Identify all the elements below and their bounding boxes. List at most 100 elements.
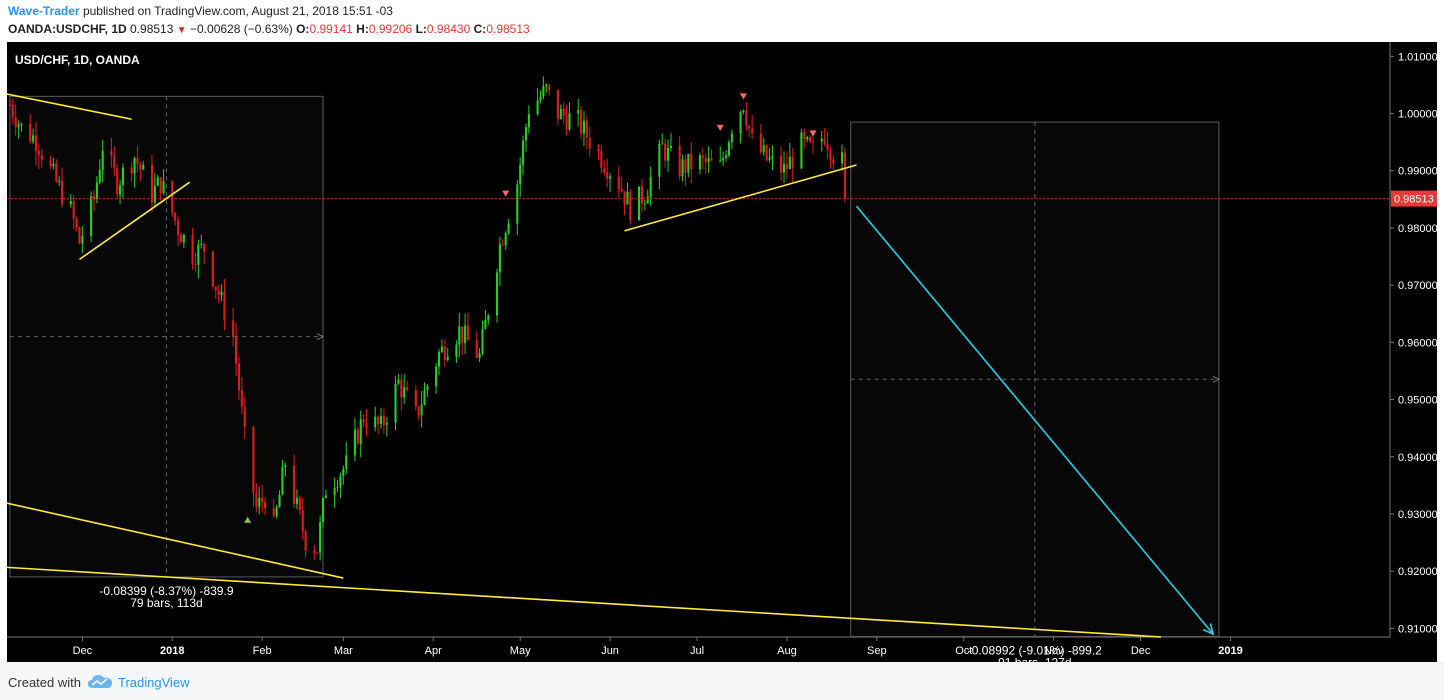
price-tick-label: 1.01000: [1398, 51, 1437, 63]
candle-body: [98, 169, 101, 183]
candle-body: [264, 502, 267, 509]
candle-body: [200, 243, 203, 245]
time-tick-label: Dec: [73, 645, 93, 657]
candle-body: [90, 196, 93, 236]
candle-body: [536, 100, 539, 115]
last-price-badge: [1391, 190, 1437, 207]
candle-body: [258, 498, 261, 507]
price-tick-label: 0.94000: [1398, 452, 1437, 464]
candle-body: [426, 386, 429, 391]
candle-body: [722, 157, 725, 161]
time-tick-label: 2018: [160, 645, 184, 657]
candle-body: [11, 105, 14, 118]
candle-body: [356, 429, 359, 444]
candle-body: [545, 84, 548, 87]
candle-body: [414, 390, 417, 407]
price-tick-label: 1.00000: [1398, 109, 1437, 121]
tradingview-link[interactable]: TradingView: [118, 675, 190, 690]
candle-body: [162, 181, 165, 193]
candle-body: [304, 531, 307, 551]
candle-body: [313, 550, 316, 553]
candle-body: [292, 465, 296, 504]
candle-body: [780, 155, 783, 173]
price-tick-label: 0.97000: [1398, 280, 1437, 292]
candle-body: [580, 110, 583, 134]
signal-down-triangle-icon: [502, 190, 510, 197]
candle-body: [211, 251, 214, 287]
candles: [8, 76, 846, 561]
candle-body: [101, 150, 104, 170]
candle-body: [437, 352, 441, 367]
time-tick-label: May: [510, 645, 531, 657]
candle-body: [110, 150, 113, 156]
candle-body: [556, 89, 559, 120]
symbol-label: OANDA:USDCHF, 1D: [8, 22, 127, 36]
candle-body: [617, 176, 620, 189]
candle-body: [95, 182, 98, 200]
candle-body: [498, 244, 501, 273]
time-tick-label: Nov: [1044, 645, 1064, 657]
candle-body: [139, 163, 142, 170]
candle-body: [214, 286, 217, 291]
candle-body: [690, 153, 693, 170]
price-axis: [1390, 42, 1437, 662]
trend-line: [79, 181, 191, 261]
candle-body: [34, 135, 38, 151]
candle-body: [603, 168, 606, 173]
candle-body: [243, 406, 246, 428]
close-label: C:: [473, 22, 487, 36]
candle-body: [524, 127, 528, 141]
candle-body: [727, 142, 730, 156]
candle-body: [658, 143, 661, 177]
candle-body: [362, 419, 365, 423]
measure-box-arrowhead: [316, 333, 325, 341]
time-tick-label: Dec: [1131, 645, 1151, 657]
candle-body: [179, 234, 183, 243]
candle-body: [667, 147, 670, 161]
candle-body: [92, 196, 96, 200]
candle-body: [495, 272, 499, 316]
candle-body: [220, 291, 223, 296]
candle-body: [379, 416, 383, 425]
price-tick-label: 0.95000: [1398, 395, 1437, 407]
candle-body: [61, 180, 64, 205]
signal-down-triangle-icon: [809, 130, 817, 137]
candle-body: [678, 145, 681, 177]
candle-body: [159, 177, 162, 193]
candle-body: [809, 137, 812, 142]
candle-body: [217, 290, 220, 296]
candle-body: [8, 104, 11, 106]
signal-up-triangle-icon: [244, 516, 252, 523]
author-link[interactable]: Wave-Trader: [8, 4, 80, 18]
candle-body: [681, 159, 684, 177]
candle-body: [710, 158, 713, 161]
candle-body: [55, 163, 58, 181]
candle-body: [72, 200, 75, 219]
candle-body: [669, 145, 672, 148]
candle-body: [539, 96, 542, 101]
open-value: 0.99141: [309, 22, 353, 36]
candle-body: [14, 117, 17, 128]
candle-body: [113, 155, 116, 169]
candle-body: [261, 498, 264, 503]
candle-body: [751, 128, 754, 134]
candle-body: [203, 243, 206, 252]
candle-body: [577, 110, 580, 114]
candle-body: [78, 227, 81, 244]
candle-body: [440, 346, 443, 353]
candle-body: [559, 108, 562, 120]
candle-body: [223, 291, 226, 321]
candle-body: [791, 156, 794, 169]
candle-body: [37, 150, 40, 156]
price-chart[interactable]: -0.08399 (-8.37%) -839.979 bars, 113d -0.…: [7, 42, 1437, 662]
candle-body: [275, 507, 278, 516]
candle-body: [182, 235, 185, 243]
candle-body: [420, 404, 423, 416]
candle-body: [385, 422, 388, 425]
candle-body: [237, 363, 240, 391]
candle-body: [701, 155, 704, 158]
candle-body: [461, 326, 464, 344]
candle-body: [565, 116, 568, 130]
trend-line: [7, 566, 1161, 638]
candle-body: [638, 186, 641, 221]
